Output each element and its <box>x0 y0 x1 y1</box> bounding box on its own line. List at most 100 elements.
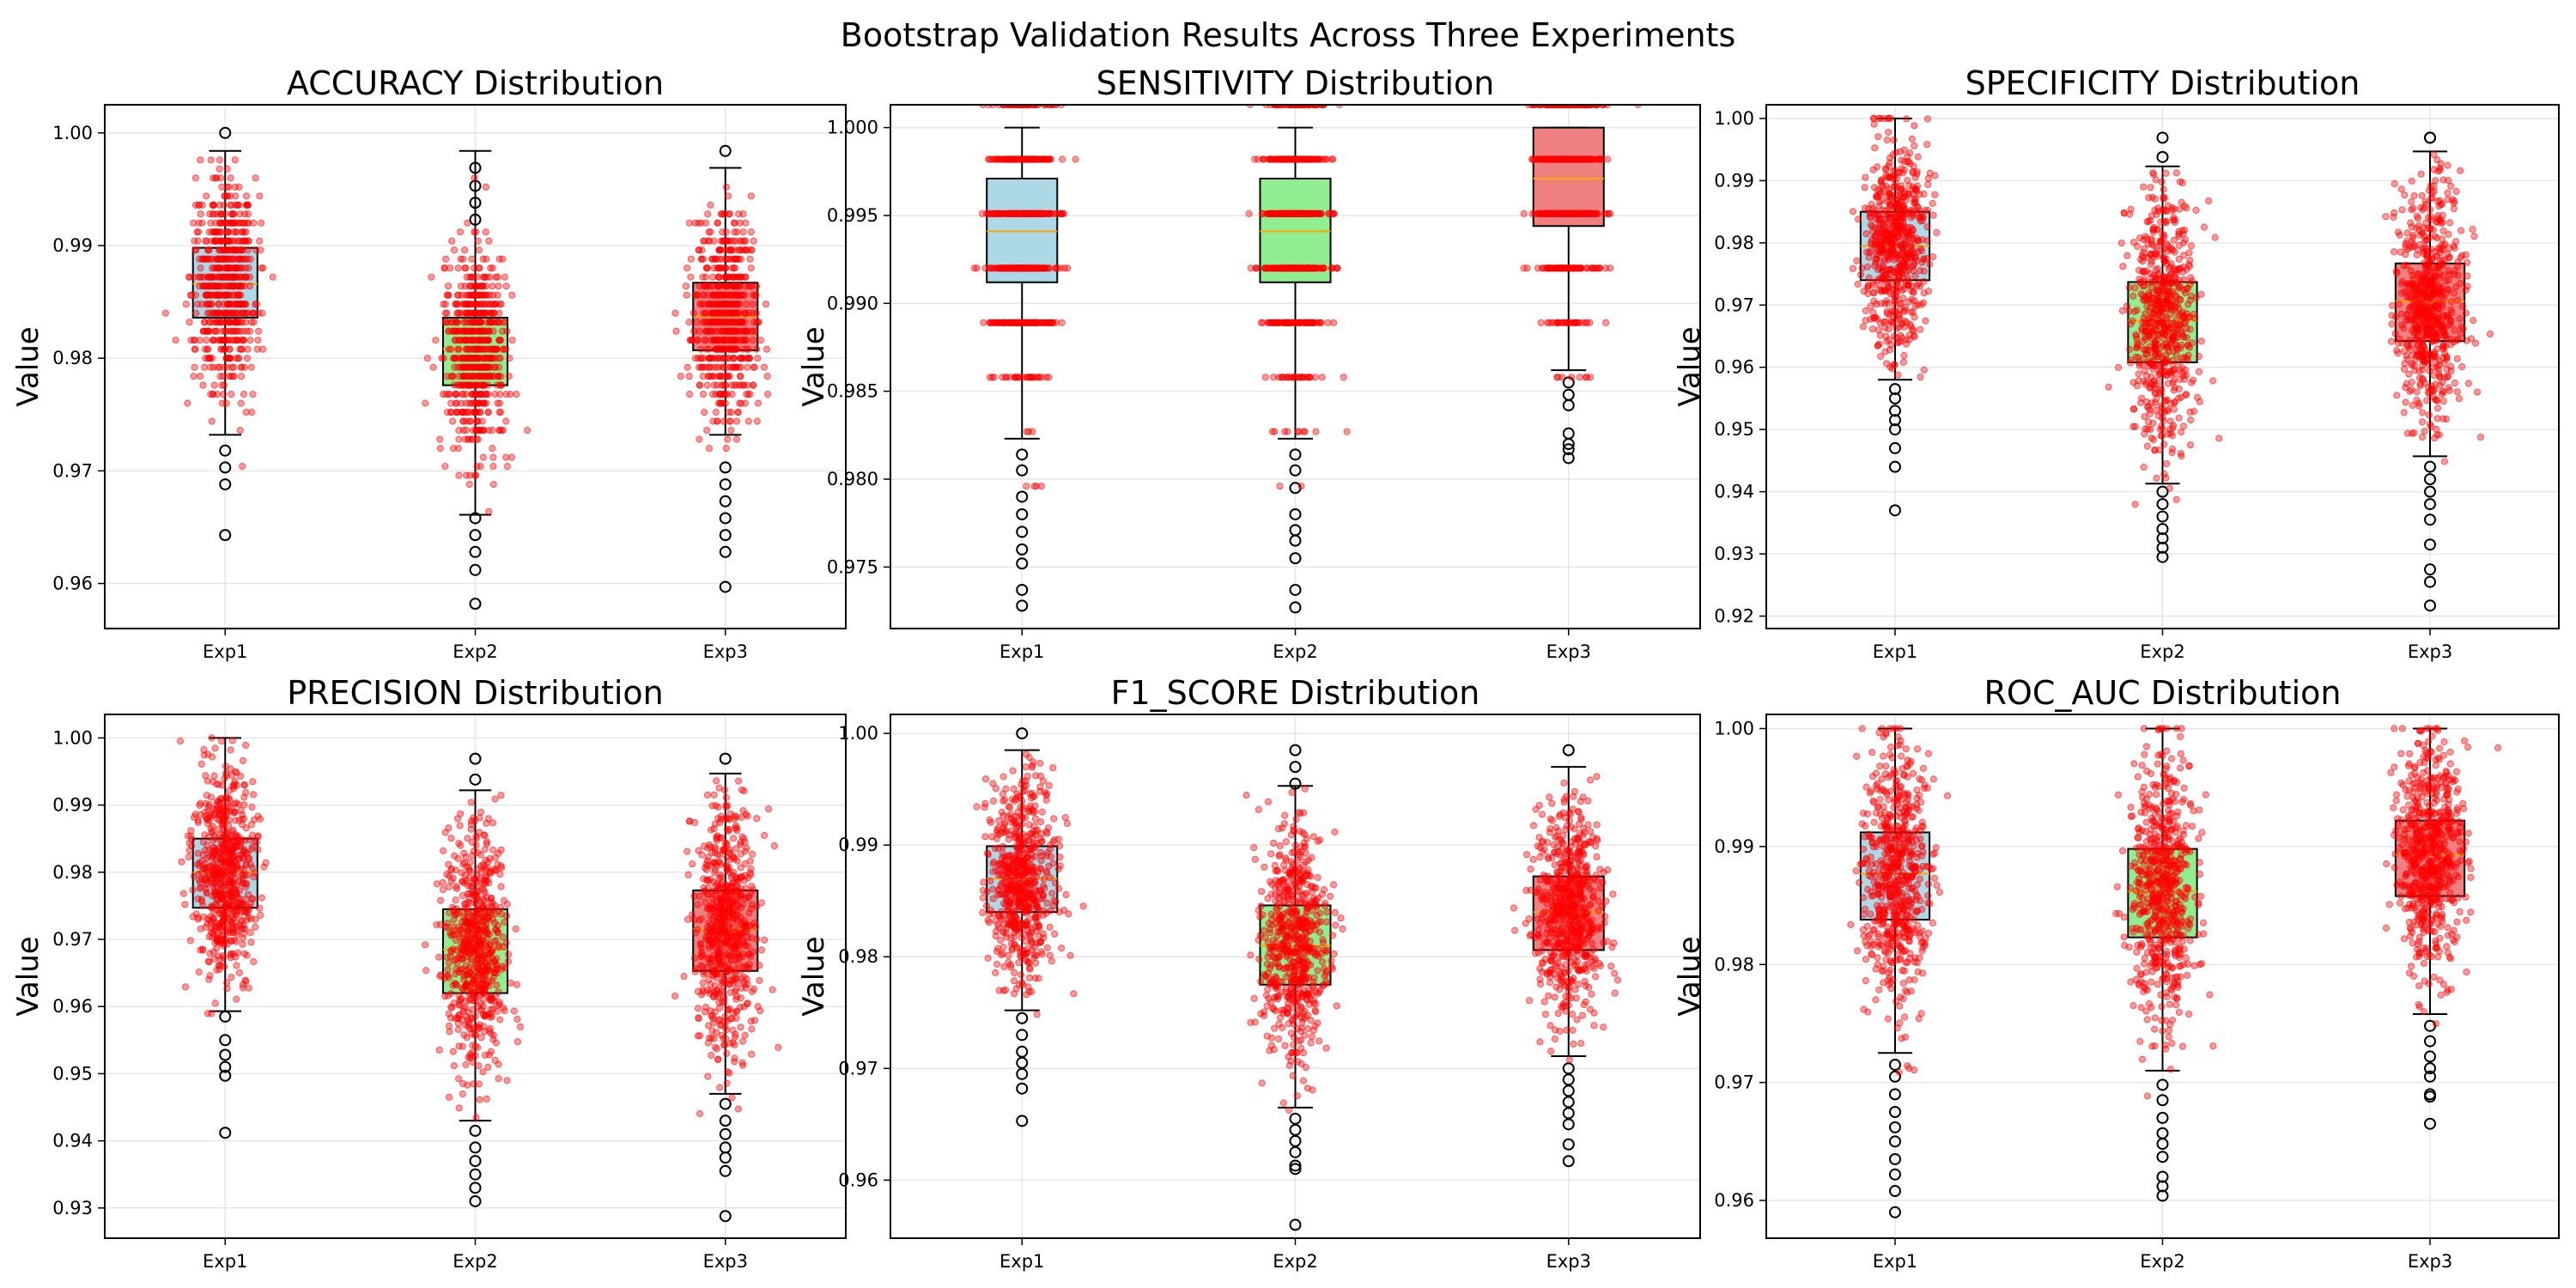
sample-point <box>1877 239 1885 246</box>
sample-point <box>1902 336 1910 343</box>
sample-point <box>1886 266 1893 274</box>
sample-point <box>216 156 223 164</box>
sample-point <box>1931 191 1939 198</box>
sample-point <box>1011 264 1018 272</box>
sample-point <box>724 435 732 443</box>
sample-point <box>201 319 209 326</box>
sample-point <box>1894 371 1902 379</box>
sample-point <box>743 391 750 398</box>
sample-point <box>227 174 234 182</box>
sample-point <box>1276 155 1284 163</box>
sample-point <box>191 237 198 245</box>
sample-point <box>457 255 465 263</box>
sample-point <box>1886 201 1895 210</box>
box-group-exp1 <box>161 126 276 542</box>
sample-point <box>440 355 447 362</box>
y-tick-label: 0.92 <box>1714 606 1754 627</box>
sample-point <box>1866 213 1874 221</box>
sample-point <box>1881 287 1889 295</box>
sample-point <box>486 363 494 371</box>
sample-point <box>1875 202 1883 210</box>
outlier-marker <box>1289 583 1302 596</box>
sample-point <box>715 355 724 362</box>
sample-point <box>714 219 721 227</box>
y-tick-label: 0.98 <box>1714 233 1754 253</box>
sample-point <box>697 255 706 263</box>
sample-point <box>740 381 748 389</box>
sample-point <box>465 327 472 335</box>
sample-point <box>1924 206 1932 215</box>
y-tick-label: 0.99 <box>1714 170 1754 191</box>
sample-point <box>230 327 238 335</box>
sample-point <box>1908 282 1916 289</box>
sample-point <box>502 345 510 353</box>
sample-point <box>191 363 198 371</box>
sample-point <box>716 399 724 407</box>
sample-point <box>238 237 246 245</box>
sample-point <box>462 301 470 308</box>
sample-point <box>714 373 722 380</box>
sample-point <box>1050 210 1058 217</box>
y-tick-label: 0.985 <box>827 381 878 402</box>
sample-point <box>970 264 978 272</box>
sample-point <box>720 417 727 425</box>
outlier-marker <box>1289 534 1302 547</box>
sample-point <box>477 327 485 335</box>
y-tick-label: 1.000 <box>827 118 878 138</box>
sample-point <box>687 273 695 281</box>
sample-point <box>494 373 502 380</box>
outlier-marker <box>469 598 482 611</box>
sample-point <box>447 345 455 353</box>
sample-point <box>234 309 242 317</box>
sample-point <box>472 471 480 479</box>
sample-point <box>705 373 713 380</box>
sample-point <box>1054 264 1061 272</box>
sample-point <box>1044 264 1052 272</box>
sample-point <box>1863 263 1872 270</box>
sample-point <box>1034 319 1042 326</box>
sample-point <box>733 319 742 326</box>
sample-point <box>464 219 471 227</box>
sample-point <box>753 417 761 425</box>
y-tick-label: 0.975 <box>827 556 878 577</box>
sample-point <box>468 255 476 263</box>
sample-point <box>207 363 215 371</box>
sample-point <box>250 219 258 227</box>
sample-point <box>232 228 240 236</box>
sample-point <box>989 210 997 217</box>
outlier-marker <box>1016 599 1029 612</box>
sample-point <box>1547 210 1555 217</box>
sample-point <box>191 291 199 299</box>
sample-point <box>690 327 698 335</box>
sample-point <box>231 183 239 191</box>
sample-point <box>459 391 466 398</box>
sample-point <box>242 201 250 209</box>
sample-point <box>1879 228 1886 236</box>
sample-point <box>1058 319 1066 326</box>
sample-point <box>475 399 483 407</box>
sample-point <box>513 391 520 398</box>
sample-point <box>694 337 702 344</box>
outlier-marker <box>1289 507 1302 520</box>
sample-point <box>269 273 276 281</box>
sample-point <box>1312 428 1320 435</box>
outlier-marker <box>1289 482 1302 495</box>
sample-point <box>498 427 506 434</box>
sample-point <box>501 319 508 326</box>
sample-point <box>2197 337 2205 345</box>
sample-point <box>725 409 732 416</box>
y-tick-label: 0.990 <box>827 293 878 313</box>
sample-point <box>234 291 241 299</box>
y-tick-label: 0.97 <box>1714 295 1754 315</box>
sample-point <box>1917 214 1924 222</box>
sample-point <box>1900 285 1908 293</box>
outlier-marker <box>1016 543 1029 556</box>
outlier-marker <box>719 144 732 157</box>
sample-point <box>224 264 232 272</box>
sample-point <box>2205 197 2213 204</box>
sample-point <box>475 427 483 434</box>
sample-point <box>2143 442 2151 450</box>
sample-point <box>505 373 513 380</box>
sample-point <box>484 337 492 344</box>
sample-point <box>712 409 720 416</box>
